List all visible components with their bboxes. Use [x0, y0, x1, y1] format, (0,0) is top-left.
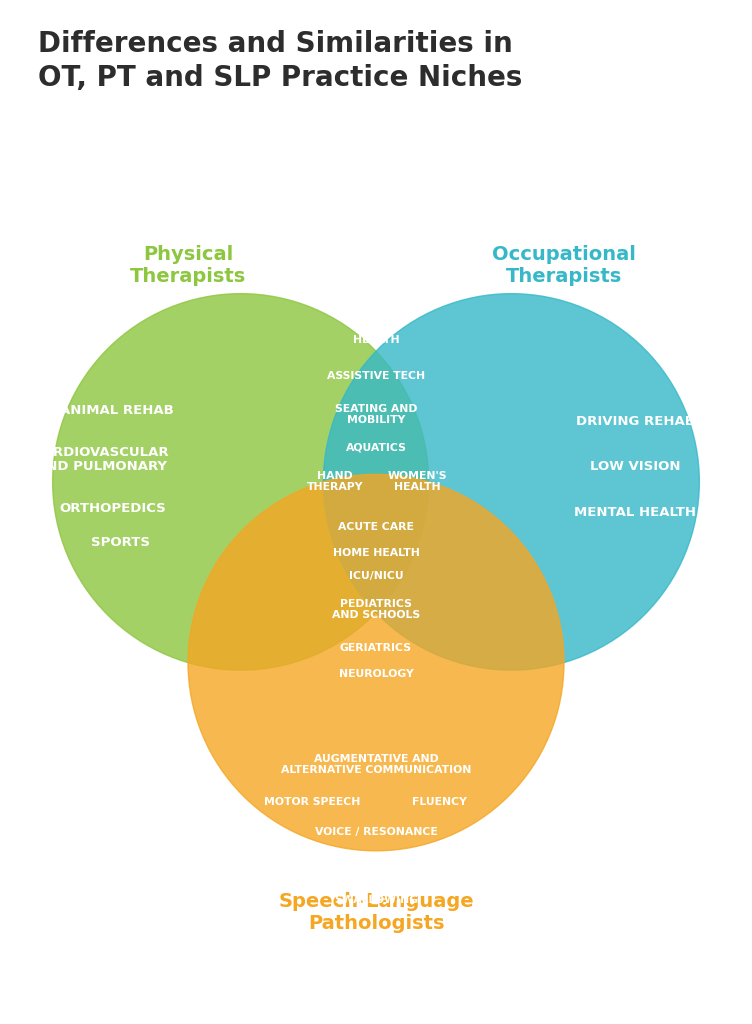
Text: LOW VISION: LOW VISION [590, 461, 681, 473]
Text: ANIMAL REHAB: ANIMAL REHAB [59, 403, 174, 417]
Circle shape [188, 474, 564, 851]
Text: HAND
THERAPY: HAND THERAPY [306, 471, 363, 493]
Text: SEATING AND
MOBILITY: SEATING AND MOBILITY [335, 403, 417, 425]
Text: WOMEN'S
HEALTH: WOMEN'S HEALTH [387, 471, 447, 493]
Text: PELVIC
HEALTH: PELVIC HEALTH [353, 325, 399, 345]
Text: Speech-Language
Pathologists: Speech-Language Pathologists [278, 892, 474, 933]
Text: ORTHOPEDICS: ORTHOPEDICS [59, 502, 166, 515]
Text: FLUENCY: FLUENCY [413, 797, 467, 807]
Text: MENTAL HEALTH: MENTAL HEALTH [575, 506, 696, 518]
Text: AURAL
REHAB: AURAL REHAB [287, 855, 329, 877]
Text: NEUROLOGY: NEUROLOGY [338, 669, 414, 679]
Text: PHONOLOGY AND
ARTICULATION: PHONOLOGY AND ARTICULATION [390, 855, 497, 877]
Text: Occupational
Therapists: Occupational Therapists [492, 245, 636, 286]
Text: ICU/NICU: ICU/NICU [349, 571, 403, 581]
Text: AUGMENTATIVE AND
ALTERNATIVE COMMUNICATION: AUGMENTATIVE AND ALTERNATIVE COMMUNICATI… [280, 754, 472, 774]
Text: ACUTE CARE: ACUTE CARE [338, 522, 414, 532]
Text: SPORTS: SPORTS [91, 536, 150, 549]
Text: VOICE / RESONANCE: VOICE / RESONANCE [314, 827, 438, 837]
Text: GERIATRICS: GERIATRICS [340, 642, 412, 652]
Text: Physical
Therapists: Physical Therapists [130, 245, 246, 286]
Circle shape [53, 294, 429, 670]
Text: ASSISTIVE TECH: ASSISTIVE TECH [327, 372, 425, 382]
Text: SWALLOWING: SWALLOWING [334, 895, 418, 905]
Circle shape [323, 294, 699, 670]
Text: PEDIATRICS
AND SCHOOLS: PEDIATRICS AND SCHOOLS [332, 599, 420, 621]
Text: HOME HEALTH: HOME HEALTH [332, 549, 420, 558]
Text: DRIVING REHAB: DRIVING REHAB [576, 415, 695, 428]
Text: CARDIOVASCULAR
AND PULMONARY: CARDIOVASCULAR AND PULMONARY [34, 445, 169, 473]
Text: Differences and Similarities in
OT, PT and SLP Practice Niches: Differences and Similarities in OT, PT a… [38, 30, 522, 91]
Text: MOTOR SPEECH: MOTOR SPEECH [264, 797, 360, 807]
Text: AQUATICS: AQUATICS [346, 443, 406, 453]
